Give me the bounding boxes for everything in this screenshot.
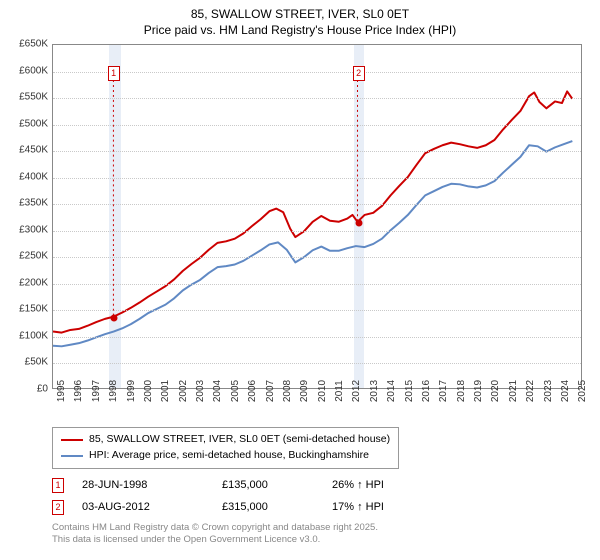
gridline [53,284,581,285]
x-tick-label: 2010 [317,361,328,421]
sale-date: 03-AUG-2012 [82,501,222,513]
x-tick-label: 2016 [421,361,432,421]
x-tick-label: 2003 [195,361,206,421]
y-tick-label: £600K [2,65,48,76]
x-tick-label: 2020 [490,361,501,421]
x-tick-label: 2022 [525,361,536,421]
sale-point [110,315,117,322]
x-tick-label: 2009 [299,361,310,421]
legend-swatch [61,439,83,441]
plot-area: 12 [52,44,582,389]
x-tick-label: 2015 [404,361,415,421]
x-tick-label: 2019 [473,361,484,421]
x-tick-label: 2018 [456,361,467,421]
x-tick-label: 1997 [91,361,102,421]
gridline [53,231,581,232]
gridline [53,178,581,179]
series-line [53,141,572,346]
y-tick-label: £200K [2,277,48,288]
sale-marker-box: 2 [353,66,365,81]
x-tick-label: 2008 [282,361,293,421]
sale-date: 28-JUN-1998 [82,479,222,491]
legend-item: HPI: Average price, semi-detached house,… [61,448,390,464]
title-block: 85, SWALLOW STREET, IVER, SL0 0ET Price … [0,0,600,38]
sales-table: 1 28-JUN-1998£135,00026% ↑ HPI 2 03-AUG-201… [52,474,442,518]
sale-point [355,219,362,226]
y-tick-label: £250K [2,251,48,262]
legend-label: 85, SWALLOW STREET, IVER, SL0 0ET (semi-… [89,432,390,448]
y-tick-label: £350K [2,198,48,209]
gridline [53,98,581,99]
sale-price: £315,000 [222,501,332,513]
gridline [53,337,581,338]
x-tick-label: 2014 [386,361,397,421]
chart-container: 85, SWALLOW STREET, IVER, SL0 0ET Price … [0,0,600,560]
x-tick-label: 2011 [334,361,345,421]
x-tick-label: 2021 [508,361,519,421]
x-tick-label: 2006 [247,361,258,421]
title-subtitle: Price paid vs. HM Land Registry's House … [0,22,600,38]
x-tick-label: 2025 [577,361,588,421]
gridline [53,125,581,126]
x-tick-label: 1995 [56,361,67,421]
y-tick-label: £300K [2,224,48,235]
x-tick-label: 2007 [265,361,276,421]
sale-hpi: 17% ↑ HPI [332,501,442,513]
sale-row-marker: 2 [52,500,64,515]
y-tick-label: £150K [2,304,48,315]
sale-marker-box: 1 [108,66,120,81]
footer-line1: Contains HM Land Registry data © Crown c… [52,522,378,534]
legend-item: 85, SWALLOW STREET, IVER, SL0 0ET (semi-… [61,432,390,448]
footer: Contains HM Land Registry data © Crown c… [52,522,378,547]
legend-label: HPI: Average price, semi-detached house,… [89,448,369,464]
legend-swatch [61,455,83,457]
y-tick-label: £500K [2,118,48,129]
sale-hpi: 26% ↑ HPI [332,479,442,491]
x-tick-label: 1999 [126,361,137,421]
sale-row-marker: 1 [52,478,64,493]
x-tick-label: 1998 [108,361,119,421]
x-tick-label: 2024 [560,361,571,421]
x-tick-label: 2004 [212,361,223,421]
sale-row: 2 03-AUG-2012£315,00017% ↑ HPI [52,496,442,518]
x-tick-label: 2012 [351,361,362,421]
gridline [53,72,581,73]
gridline [53,151,581,152]
x-tick-label: 1996 [73,361,84,421]
title-address: 85, SWALLOW STREET, IVER, SL0 0ET [0,6,600,22]
y-tick-label: £100K [2,330,48,341]
legend: 85, SWALLOW STREET, IVER, SL0 0ET (semi-… [52,427,399,469]
x-tick-label: 2000 [143,361,154,421]
gridline [53,204,581,205]
y-tick-label: £400K [2,171,48,182]
gridline [53,257,581,258]
y-tick-label: £50K [2,357,48,368]
x-tick-label: 2005 [230,361,241,421]
x-tick-label: 2002 [178,361,189,421]
footer-line2: This data is licensed under the Open Gov… [52,534,378,546]
sale-price: £135,000 [222,479,332,491]
y-tick-label: £450K [2,145,48,156]
y-tick-label: £650K [2,39,48,50]
x-tick-label: 2023 [543,361,554,421]
gridline [53,310,581,311]
x-tick-label: 2001 [160,361,171,421]
sale-row: 1 28-JUN-1998£135,00026% ↑ HPI [52,474,442,496]
series-line [53,91,572,332]
y-tick-label: £550K [2,92,48,103]
x-tick-label: 2017 [438,361,449,421]
x-tick-label: 2013 [369,361,380,421]
y-tick-label: £0 [2,384,48,395]
